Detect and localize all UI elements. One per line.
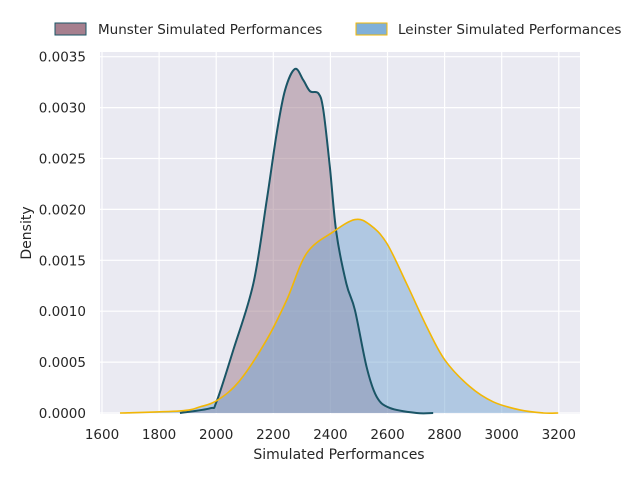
y-tick-label: 0.0020 xyxy=(39,202,86,218)
x-tick-label: 2400 xyxy=(313,427,347,443)
density-fill-leinster xyxy=(119,219,559,414)
x-tick-label: 3000 xyxy=(485,427,519,443)
legend: Munster Simulated Performances Leinster … xyxy=(54,22,621,38)
legend-swatch-leinster xyxy=(355,22,388,36)
x-tick-label: 2600 xyxy=(370,427,404,443)
density-line-munster xyxy=(179,67,434,415)
legend-label-leinster: Leinster Simulated Performances xyxy=(398,22,621,38)
x-tick-label: 1600 xyxy=(85,427,119,443)
density-fill-munster xyxy=(179,68,434,414)
density-areas xyxy=(119,67,559,415)
x-axis-label: Simulated Performances xyxy=(253,447,424,463)
y-tick-label: 0.0010 xyxy=(39,304,86,320)
x-tick-label: 2000 xyxy=(199,427,233,443)
legend-item-leinster[interactable]: Leinster Simulated Performances xyxy=(355,22,621,38)
legend-swatch-munster xyxy=(54,22,87,36)
y-tick-label: 0.0035 xyxy=(39,50,86,66)
density-line-leinster xyxy=(119,218,559,415)
x-tick-label: 2800 xyxy=(427,427,461,443)
legend-label-munster: Munster Simulated Performances xyxy=(98,22,322,38)
x-tick-label: 2200 xyxy=(256,427,290,443)
y-tick-label: 0.0025 xyxy=(39,152,86,168)
tick-labels: 1600 1800 2000 2200 2400 2600 2800 3000 3200 0.00… xyxy=(39,50,576,443)
y-tick-label: 0.0015 xyxy=(39,253,86,269)
y-tick-label: 0.0000 xyxy=(39,406,86,422)
y-axis-label: Density xyxy=(19,206,35,259)
y-tick-label: 0.0030 xyxy=(39,101,86,117)
legend-item-munster[interactable]: Munster Simulated Performances xyxy=(54,22,322,38)
x-tick-label: 1800 xyxy=(142,427,176,443)
x-tick-label: 3200 xyxy=(542,427,576,443)
y-tick-label: 0.0005 xyxy=(39,355,86,371)
